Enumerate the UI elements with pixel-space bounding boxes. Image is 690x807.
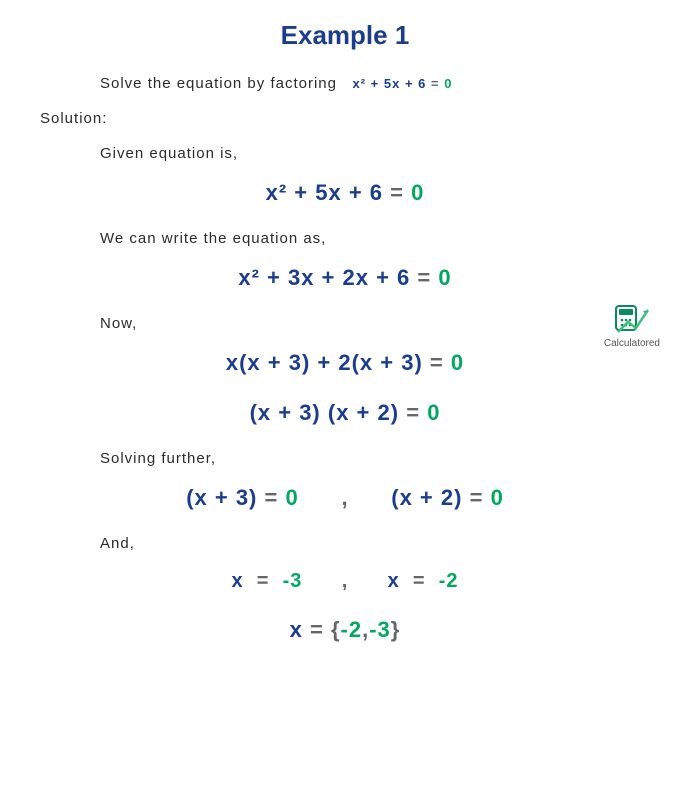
- eq6-eq: =: [310, 617, 324, 642]
- equation-6: x = {-2,-3}: [40, 617, 650, 643]
- eq5-eq1: =: [257, 570, 270, 592]
- eq5-val2: -2: [439, 570, 459, 592]
- eq5-sep: ,: [342, 570, 349, 592]
- eq6-v1: -2: [341, 617, 363, 642]
- eq6-brace-l: {: [331, 617, 341, 642]
- equation-3b: (x + 3) (x + 2) = 0: [40, 400, 650, 426]
- equation-4: (x + 3) = 0 , (x + 2) = 0: [40, 485, 650, 511]
- eq3a-left: x(x + 3) + 2(x + 3): [226, 350, 423, 375]
- eq5-eq2: =: [413, 570, 426, 592]
- eq3a-zero: 0: [451, 350, 464, 375]
- intro-eq-poly: x² + 5x + 6: [353, 76, 427, 91]
- step2-text: We can write the equation as,: [100, 230, 650, 247]
- page-title: Example 1: [40, 20, 650, 51]
- step5-text: And,: [100, 535, 650, 552]
- eq1-zero: 0: [411, 180, 424, 205]
- eq6-v2: -3: [369, 617, 391, 642]
- eq4-eq1: =: [265, 485, 279, 510]
- equation-3a: x(x + 3) + 2(x + 3) = 0: [40, 350, 650, 376]
- eq4-eq2: =: [470, 485, 484, 510]
- step1-text: Given equation is,: [100, 145, 650, 162]
- equation-1: x² + 5x + 6 = 0: [40, 180, 650, 206]
- intro-text: Solve the equation by factoring: [100, 75, 337, 92]
- step4-text: Solving further,: [100, 450, 650, 467]
- calculatored-badge: Calculatored: [604, 300, 660, 349]
- eq6-brace-r: }: [391, 617, 401, 642]
- eq3b-eq: =: [406, 400, 420, 425]
- eq4-zero1: 0: [286, 485, 299, 510]
- eq5-val1: -3: [283, 570, 303, 592]
- intro-line: Solve the equation by factoring x² + 5x …: [100, 75, 650, 92]
- eq4-zero2: 0: [491, 485, 504, 510]
- equation-2: x² + 3x + 2x + 6 = 0: [40, 265, 650, 291]
- intro-eq-zero: 0: [444, 76, 452, 91]
- equation-5: x = -3 , x = -2: [40, 570, 650, 593]
- eq6-var: x: [290, 617, 303, 642]
- eq4-left2: (x + 2): [391, 485, 462, 510]
- eq1-poly: x² + 5x + 6: [266, 180, 383, 205]
- eq5-var1: x: [232, 570, 244, 592]
- eq4-sep: ,: [341, 485, 348, 510]
- eq3b-left: (x + 3) (x + 2): [250, 400, 400, 425]
- eq2-zero: 0: [438, 265, 451, 290]
- calculator-chart-icon: [612, 300, 652, 336]
- solution-label: Solution:: [40, 110, 650, 127]
- eq3a-eq: =: [430, 350, 444, 375]
- eq4-left1: (x + 3): [186, 485, 257, 510]
- badge-label: Calculatored: [604, 338, 660, 349]
- step3-text: Now,: [100, 315, 650, 332]
- eq5-var2: x: [388, 570, 400, 592]
- eq1-eq: =: [390, 180, 404, 205]
- eq2-eq: =: [417, 265, 431, 290]
- eq3b-zero: 0: [427, 400, 440, 425]
- intro-eq-eq: =: [431, 76, 440, 91]
- eq2-poly: x² + 3x + 2x + 6: [238, 265, 410, 290]
